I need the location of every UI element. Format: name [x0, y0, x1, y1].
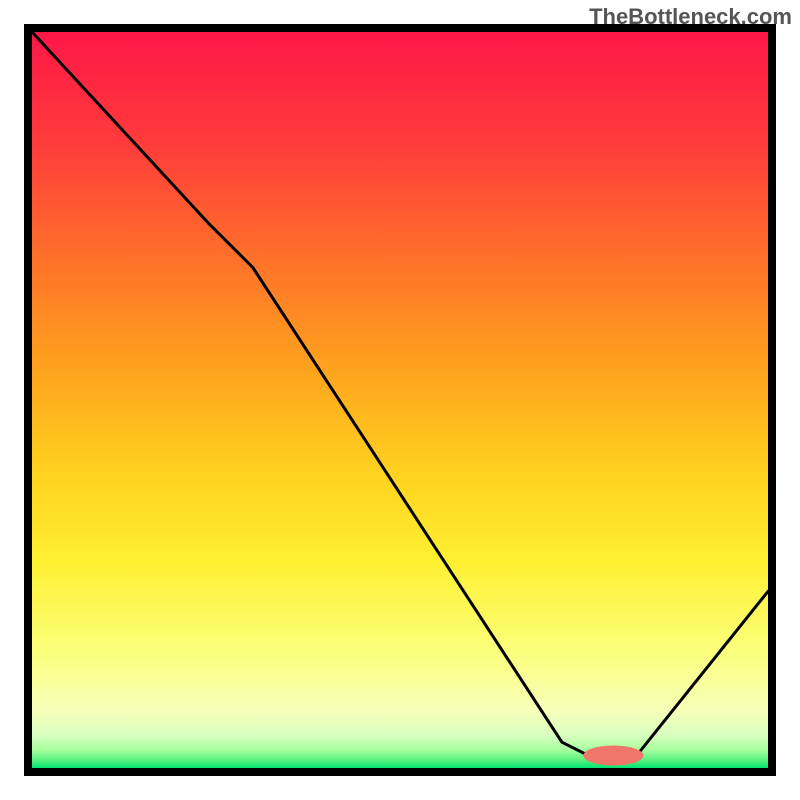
- optimal-marker: [583, 746, 643, 766]
- chart-container: TheBottleneck.com: [0, 0, 800, 800]
- chart-svg: [0, 0, 800, 800]
- watermark-text: TheBottleneck.com: [589, 4, 792, 30]
